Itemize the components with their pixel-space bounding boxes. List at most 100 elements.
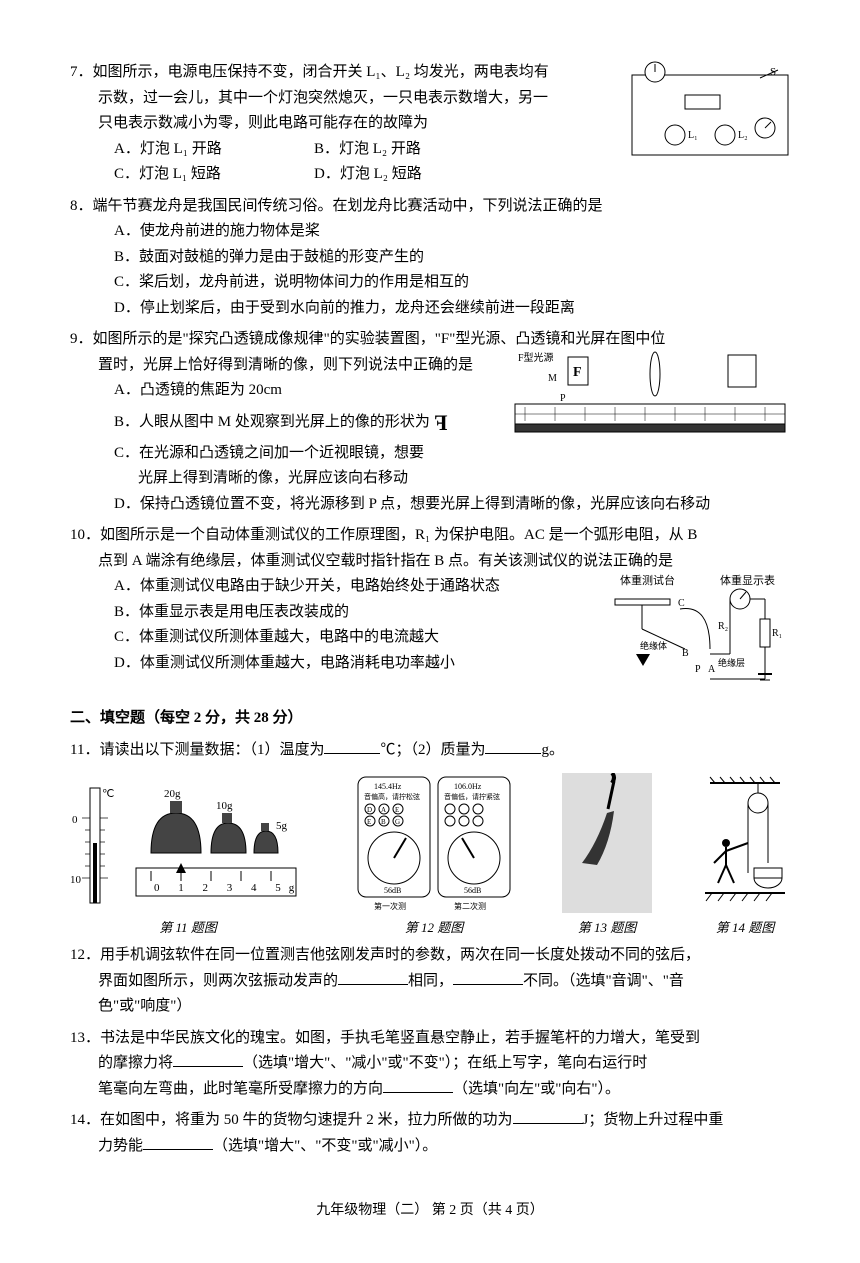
svg-text:G: G (395, 818, 400, 826)
q13-number: 13． (70, 1030, 100, 1046)
thermometer-icon: 0 10 ℃ (70, 783, 120, 913)
q8-number: 8． (70, 198, 93, 214)
svg-text:第二次测: 第二次测 (454, 901, 486, 911)
q8-opt-b: B．鼓面对鼓槌的弹力是由于鼓槌的形变产生的 (114, 245, 790, 271)
label-l2: L₂ (738, 130, 748, 141)
q14-number: 14． (70, 1112, 100, 1128)
figure-row: 0 10 ℃ 20g 10g 5g 0 1 2 3 4 5 (70, 773, 790, 939)
label-ins2: 绝缘层 (718, 657, 745, 668)
svg-text:音偏低，请拧紧弦: 音偏低，请拧紧弦 (444, 792, 500, 801)
svg-text:20g: 20g (164, 788, 181, 800)
q10-stem1: 如图所示是一个自动体重测试仪的工作原理图，R₁ 为保护电阻。AC 是一个弧形电阻… (100, 527, 697, 543)
question-8: 8．端午节赛龙舟是我国民间传统习俗。在划龙舟比赛活动中，下列说法正确的是 A．使… (70, 194, 790, 322)
svg-text:56dB: 56dB (464, 886, 481, 895)
svg-text:D: D (367, 806, 372, 814)
svg-text:℃: ℃ (102, 788, 114, 800)
question-14: 14．在如图中，将重为 50 牛的货物匀速提升 2 米，拉力所做的功为 J；货物上… (70, 1108, 790, 1159)
svg-text:音偏高，请拧松弦: 音偏高，请拧松弦 (364, 792, 420, 801)
weights-icon: 20g 10g 5g 0 1 2 3 4 5g (126, 783, 306, 913)
fig11-caption: 第 11 题图 (70, 917, 306, 939)
label-l1: L₁ (688, 130, 698, 141)
q9-opt-c2: 光屏上得到清晰的像，光屏应该向右移动 (114, 466, 790, 492)
q10-stem2: 点到 A 端涂有绝缘层，体重测试仪空载时指针指在 B 点。有关该测试仪的说法正确… (70, 553, 673, 569)
svg-text:E: E (367, 818, 371, 826)
svg-text:106.0Hz: 106.0Hz (454, 782, 482, 791)
label-a: A (708, 664, 716, 675)
q9-figure: F型光源 M F P (510, 349, 790, 439)
q12-t2c: 不同。（选填"音调"、"音 (523, 973, 684, 989)
q13-t3b: （选填"向左"或"向右"）。 (453, 1081, 620, 1097)
q7-stem3: 只电表示数减小为零，则此电路可能存在的故障为 (70, 115, 428, 131)
q7-stem2: 示数，过一会儿，其中一个灯泡突然熄灭，一只电表示数增大，另一 (70, 90, 548, 106)
fig-11: 0 10 ℃ 20g 10g 5g 0 1 2 3 4 5 (70, 783, 306, 939)
q14-t2a: 力势能 (70, 1138, 143, 1154)
q9-opt-c: C．在光源和凸透镜之间加一个近视眼镜，想要 (114, 441, 790, 467)
q11-unit-a: ℃；（2）质量为 (380, 742, 485, 758)
label-r2: R₂ (718, 621, 728, 632)
blank-13a[interactable] (173, 1051, 243, 1067)
q7-opt-b: B．灯泡 L₂ 开路 (314, 137, 421, 163)
svg-text:10g: 10g (216, 800, 233, 812)
q9-number: 9． (70, 331, 93, 347)
q14-t1b: J；货物上升过程中重 (583, 1112, 724, 1128)
q10-figure: 体重测试台 体重显示表 C R₂ B P A 绝缘体 绝缘层 R₁ (610, 574, 790, 694)
fig-13: 第 13 题图 (562, 773, 652, 939)
svg-text:B: B (381, 818, 386, 826)
svg-text:0: 0 (72, 814, 78, 826)
q12-number: 12． (70, 947, 100, 963)
q9-opt-d: D．保持凸透镜位置不变，将光源移到 P 点，想要光屏上得到清晰的像，光屏应该向右… (114, 492, 790, 518)
f-glyph-icon: F (434, 404, 447, 441)
label-p: P (560, 393, 566, 404)
label-ins1: 绝缘体 (640, 640, 667, 651)
label-c: C (678, 598, 685, 609)
svg-text:145.4Hz: 145.4Hz (374, 782, 402, 791)
question-9: 9．如图所示的是"探究凸透镜成像规律"的实验装置图，"F"型光源、凸透镜和光屏在… (70, 327, 790, 517)
blank-mass[interactable] (485, 738, 541, 754)
label-b: B (682, 648, 689, 659)
fig14-caption: 第 14 题图 (700, 917, 790, 939)
q13-t1: 书法是中华民族文化的瑰宝。如图，手执毛笔竖直悬空静止，若手握笔杆的力增大，笔受到 (100, 1030, 700, 1046)
q8-opt-d: D．停止划桨后，由于受到水向前的推力，龙舟还会继续前进一段距离 (114, 296, 790, 322)
label-m: M (548, 373, 557, 384)
q7-number: 7． (70, 64, 93, 80)
question-11: 11．请读出以下测量数据：（1）温度为℃；（2）质量为g。 (70, 738, 790, 764)
question-7: L₁ L₂ S 7．如图所示，电源电压保持不变，闭合开关 L₁、L₂ 均发光，两… (70, 60, 790, 188)
q10-number: 10． (70, 527, 100, 543)
blank-14b[interactable] (143, 1134, 213, 1150)
fig-14: 第 14 题图 (700, 773, 790, 939)
q13-t2a: 的摩擦力将 (70, 1055, 173, 1071)
q7-opt-a: A．灯泡 L₁ 开路 (114, 137, 314, 163)
q13-t2b: （选填"增大"、"减小"或"不变"）；在纸上写字，笔向右运行时 (243, 1055, 647, 1071)
blank-13b[interactable] (383, 1077, 453, 1093)
svg-text:56dB: 56dB (384, 886, 401, 895)
fig12-caption: 第 12 题图 (354, 917, 514, 939)
blank-temp[interactable] (324, 738, 380, 754)
q12-t3: 色"或"响度"） (70, 998, 191, 1014)
q8-opt-c: C．桨后划，龙舟前进，说明物体间力的作用是相互的 (114, 270, 790, 296)
label-display: 体重显示表 (720, 574, 775, 587)
label-platform: 体重测试台 (620, 574, 675, 587)
blank-12b[interactable] (453, 969, 523, 985)
pulley-icon (700, 773, 790, 913)
page-footer: 九年级物理（二） 第 2 页（共 4 页） (70, 1199, 790, 1223)
tuner-icon: 145.4Hz 音偏高，请拧松弦 106.0Hz 音偏低，请拧紧弦 56dB 5… (354, 773, 514, 913)
blank-12a[interactable] (338, 969, 408, 985)
question-12: 12．用手机调弦软件在同一位置测吉他弦刚发声时的参数，两次在同一长度处拨动不同的… (70, 943, 790, 1020)
svg-text:0 1 2 3 4 5g: 0 1 2 3 4 5g (154, 882, 302, 894)
svg-text:A: A (381, 806, 386, 814)
label-f-source: F型光源 (518, 351, 554, 364)
svg-text:5g: 5g (276, 820, 288, 832)
blank-14a[interactable] (513, 1108, 583, 1124)
svg-text:10: 10 (70, 874, 82, 886)
label-p2: P (695, 664, 701, 675)
q9-stem2: 置时，光屏上恰好得到清晰的像，则下列说法中正确的是 (70, 357, 473, 373)
q14-t2b: （选填"增大"、"不变"或"减小"）。 (213, 1138, 437, 1154)
q7-figure: L₁ L₂ S (630, 60, 790, 165)
q8-stem: 端午节赛龙舟是我国民间传统习俗。在划龙舟比赛活动中，下列说法正确的是 (93, 198, 603, 214)
q7-opt-d: D．灯泡 L₂ 短路 (314, 162, 422, 188)
question-13: 13．书法是中华民族文化的瑰宝。如图，手执毛笔竖直悬空静止，若手握笔杆的力增大，… (70, 1026, 790, 1103)
q14-t1a: 在如图中，将重为 50 牛的货物匀速提升 2 米，拉力所做的功为 (100, 1112, 513, 1128)
q12-t1: 用手机调弦软件在同一位置测吉他弦刚发声时的参数，两次在同一长度处拨动不同的弦后， (100, 947, 700, 963)
q7-opt-c: C．灯泡 L₁ 短路 (114, 162, 314, 188)
q11-number: 11． (70, 742, 99, 758)
